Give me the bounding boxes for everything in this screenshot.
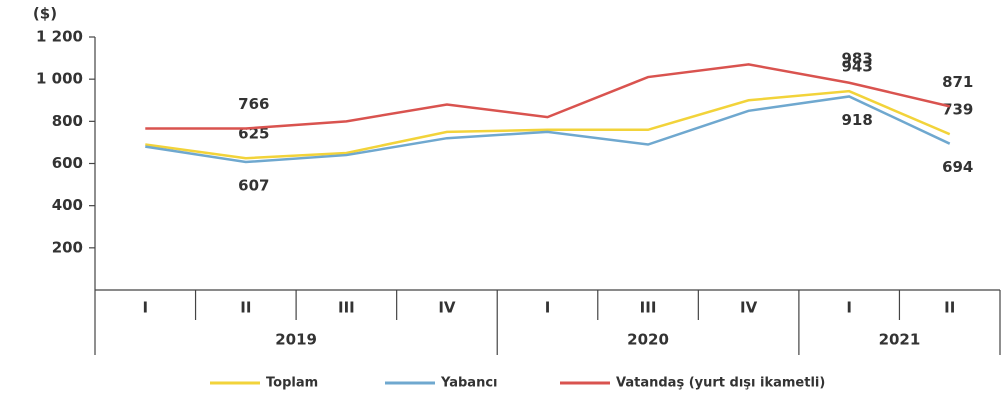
y-tick-label: 400 <box>52 196 83 214</box>
x-tick-label: III <box>640 299 657 317</box>
x-tick-label: I <box>142 299 148 317</box>
x-group-label: 2020 <box>627 331 669 349</box>
data-label: 607 <box>238 177 269 195</box>
x-tick-label: II <box>240 299 251 317</box>
x-tick-label: II <box>944 299 955 317</box>
data-label: 918 <box>842 111 873 129</box>
y-tick-label: 800 <box>52 112 83 130</box>
x-group-label: 2021 <box>879 331 921 349</box>
legend-label: Vatandaş (yurt dışı ikametli) <box>616 376 825 391</box>
x-tick-label: I <box>846 299 852 317</box>
data-label: 739 <box>942 101 973 119</box>
data-label: 983 <box>842 49 873 67</box>
y-axis-label: ($) <box>33 5 57 23</box>
x-group-label: 2019 <box>275 331 317 349</box>
legend-label: Yabancı <box>440 376 498 391</box>
data-label: 694 <box>942 158 973 176</box>
data-label: 943 <box>842 58 873 76</box>
x-tick-label: IV <box>740 299 758 317</box>
y-tick-label: 600 <box>52 154 83 172</box>
y-tick-label: 200 <box>52 238 83 256</box>
data-label: 766 <box>238 95 269 113</box>
series-line <box>145 63 951 130</box>
y-tick-label: 1 000 <box>36 70 83 88</box>
series-line <box>145 89 951 160</box>
series-line <box>145 95 951 164</box>
y-tick-label: 1 200 <box>36 28 83 46</box>
x-tick-label: IV <box>438 299 456 317</box>
data-label: 871 <box>942 73 973 91</box>
x-tick-label: III <box>338 299 355 317</box>
x-tick-label: I <box>545 299 551 317</box>
legend-label: Toplam <box>266 376 318 391</box>
